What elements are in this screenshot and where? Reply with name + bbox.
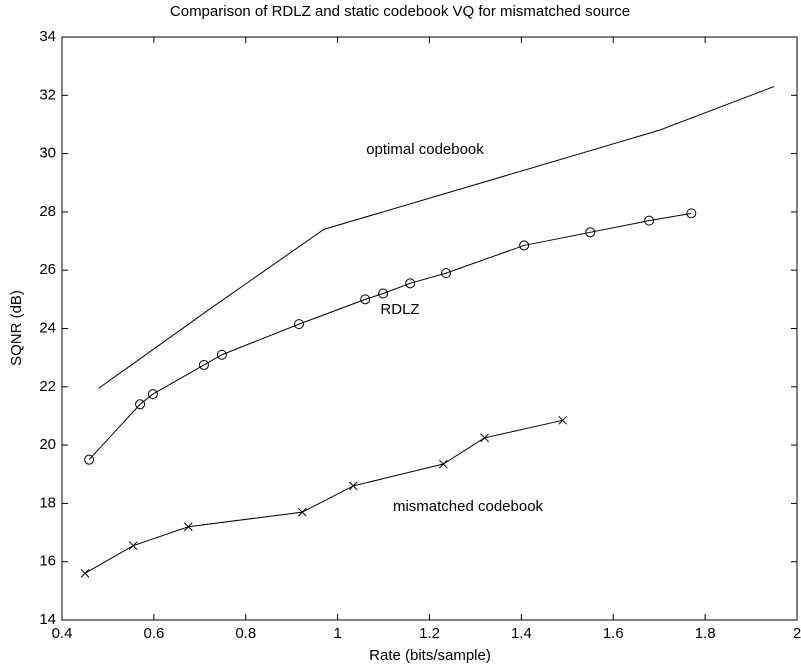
point-marker: [686, 208, 697, 219]
point-marker: [297, 507, 307, 517]
point-marker: [360, 294, 371, 305]
point-marker: [378, 288, 389, 299]
point-marker: [585, 227, 596, 238]
series-line: [98, 86, 775, 389]
annotation: RDLZ: [380, 301, 419, 318]
point-marker: [405, 278, 416, 289]
annotation: optimal codebook: [366, 141, 484, 158]
point-marker: [80, 569, 90, 578]
chart-title: Comparison of RDLZ and static codebook V…: [170, 3, 630, 20]
series-line: [84, 419, 563, 574]
x-tick-label: 1.4: [511, 625, 532, 642]
x-tick-label: 0.4: [52, 625, 73, 642]
y-tick-label: 28: [39, 203, 56, 220]
point-marker: [198, 359, 209, 370]
point-marker: [84, 454, 95, 465]
point-marker: [438, 459, 448, 469]
point-marker: [183, 522, 193, 532]
point-marker: [441, 268, 452, 279]
x-tick-label: 2: [793, 625, 801, 642]
x-tick-label: 1.2: [419, 625, 440, 642]
point-marker: [519, 240, 530, 251]
x-tick-label: 1.6: [603, 625, 624, 642]
y-tick-label: 22: [39, 378, 56, 395]
x-tick-label: 0.6: [143, 625, 164, 642]
y-tick-label: 26: [39, 261, 56, 278]
x-axis-label: Rate (bits/sample): [369, 647, 491, 664]
y-tick-label: 34: [39, 28, 56, 45]
y-tick-label: 30: [39, 145, 56, 162]
series-line: [88, 212, 692, 461]
y-tick-label: 24: [39, 319, 56, 336]
x-tick-label: 1: [333, 625, 341, 642]
point-marker: [644, 215, 655, 226]
annotation: mismatched codebook: [393, 498, 544, 515]
y-tick-label: 16: [39, 553, 56, 570]
y-tick-label: 32: [39, 86, 56, 103]
point-marker: [348, 481, 358, 491]
y-tick-label: 20: [39, 436, 56, 453]
point-marker: [147, 389, 158, 400]
point-marker: [294, 319, 305, 330]
y-tick-label: 14: [39, 611, 56, 628]
point-marker: [216, 349, 227, 360]
point-marker: [480, 433, 489, 443]
x-tick-label: 0.8: [235, 625, 256, 642]
point-marker: [135, 399, 146, 410]
point-marker: [558, 415, 568, 425]
x-tick-label: 1.8: [695, 625, 716, 642]
point-marker: [128, 541, 138, 551]
y-axis-label: SQNR (dB): [8, 290, 25, 366]
y-tick-label: 18: [39, 494, 56, 511]
